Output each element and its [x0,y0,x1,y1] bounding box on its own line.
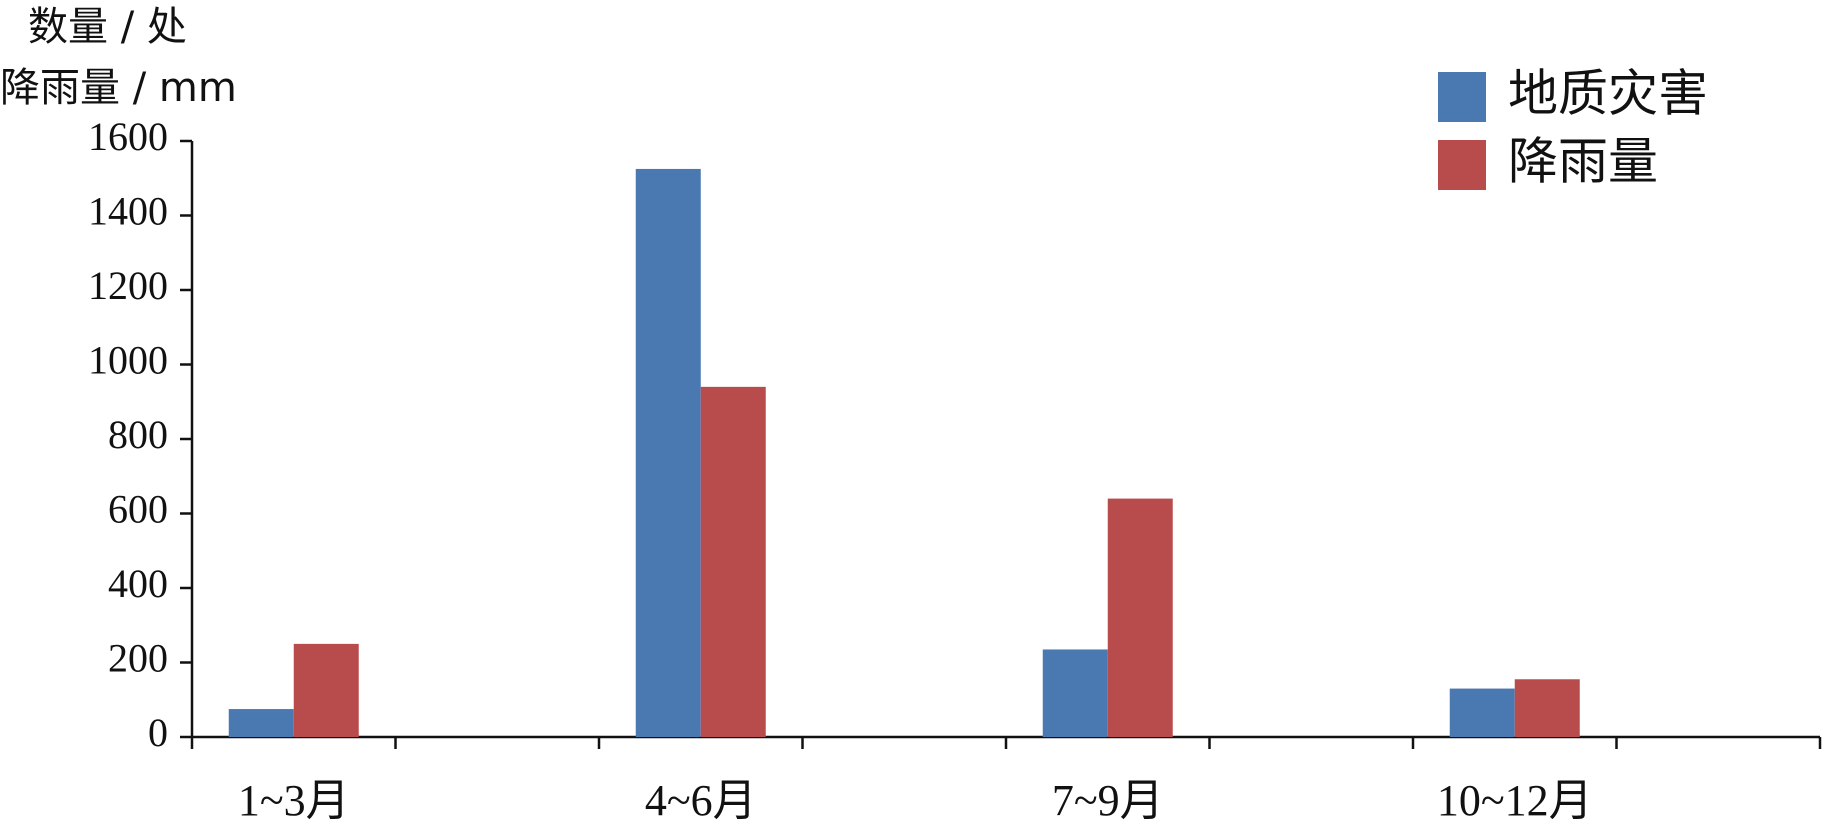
legend-swatch [1438,140,1486,190]
y-tick-label: 1000 [88,338,168,383]
bar [700,386,766,737]
x-tick-label: 4~6月 [645,776,757,825]
y-tick-label: 600 [108,487,168,532]
y-tick-label: 1600 [88,114,168,159]
y-tick-label: 1200 [88,263,168,308]
bar [1042,649,1108,737]
legend-label: 地质灾害 [1508,65,1708,123]
y-tick-label: 1400 [88,189,168,234]
y-tick-label: 200 [108,636,168,681]
legend-swatch [1438,72,1486,122]
x-tick-label: 7~9月 [1052,776,1164,825]
y-tick-label: 400 [108,561,168,606]
bar [1514,679,1580,737]
legend-label: 降雨量 [1508,133,1658,191]
y-axis-label: 数量 / 处 [28,4,187,50]
x-tick-label: 10~12月 [1437,776,1593,825]
x-tick-label: 1~3月 [238,776,350,825]
bar [1107,498,1173,737]
bar [635,168,701,737]
y-tick-label: 0 [148,710,168,755]
bar [1449,688,1515,737]
bar [293,643,359,737]
y-axis-label: 降雨量 / mm [0,65,237,111]
bar [228,709,294,737]
y-tick-label: 800 [108,412,168,457]
